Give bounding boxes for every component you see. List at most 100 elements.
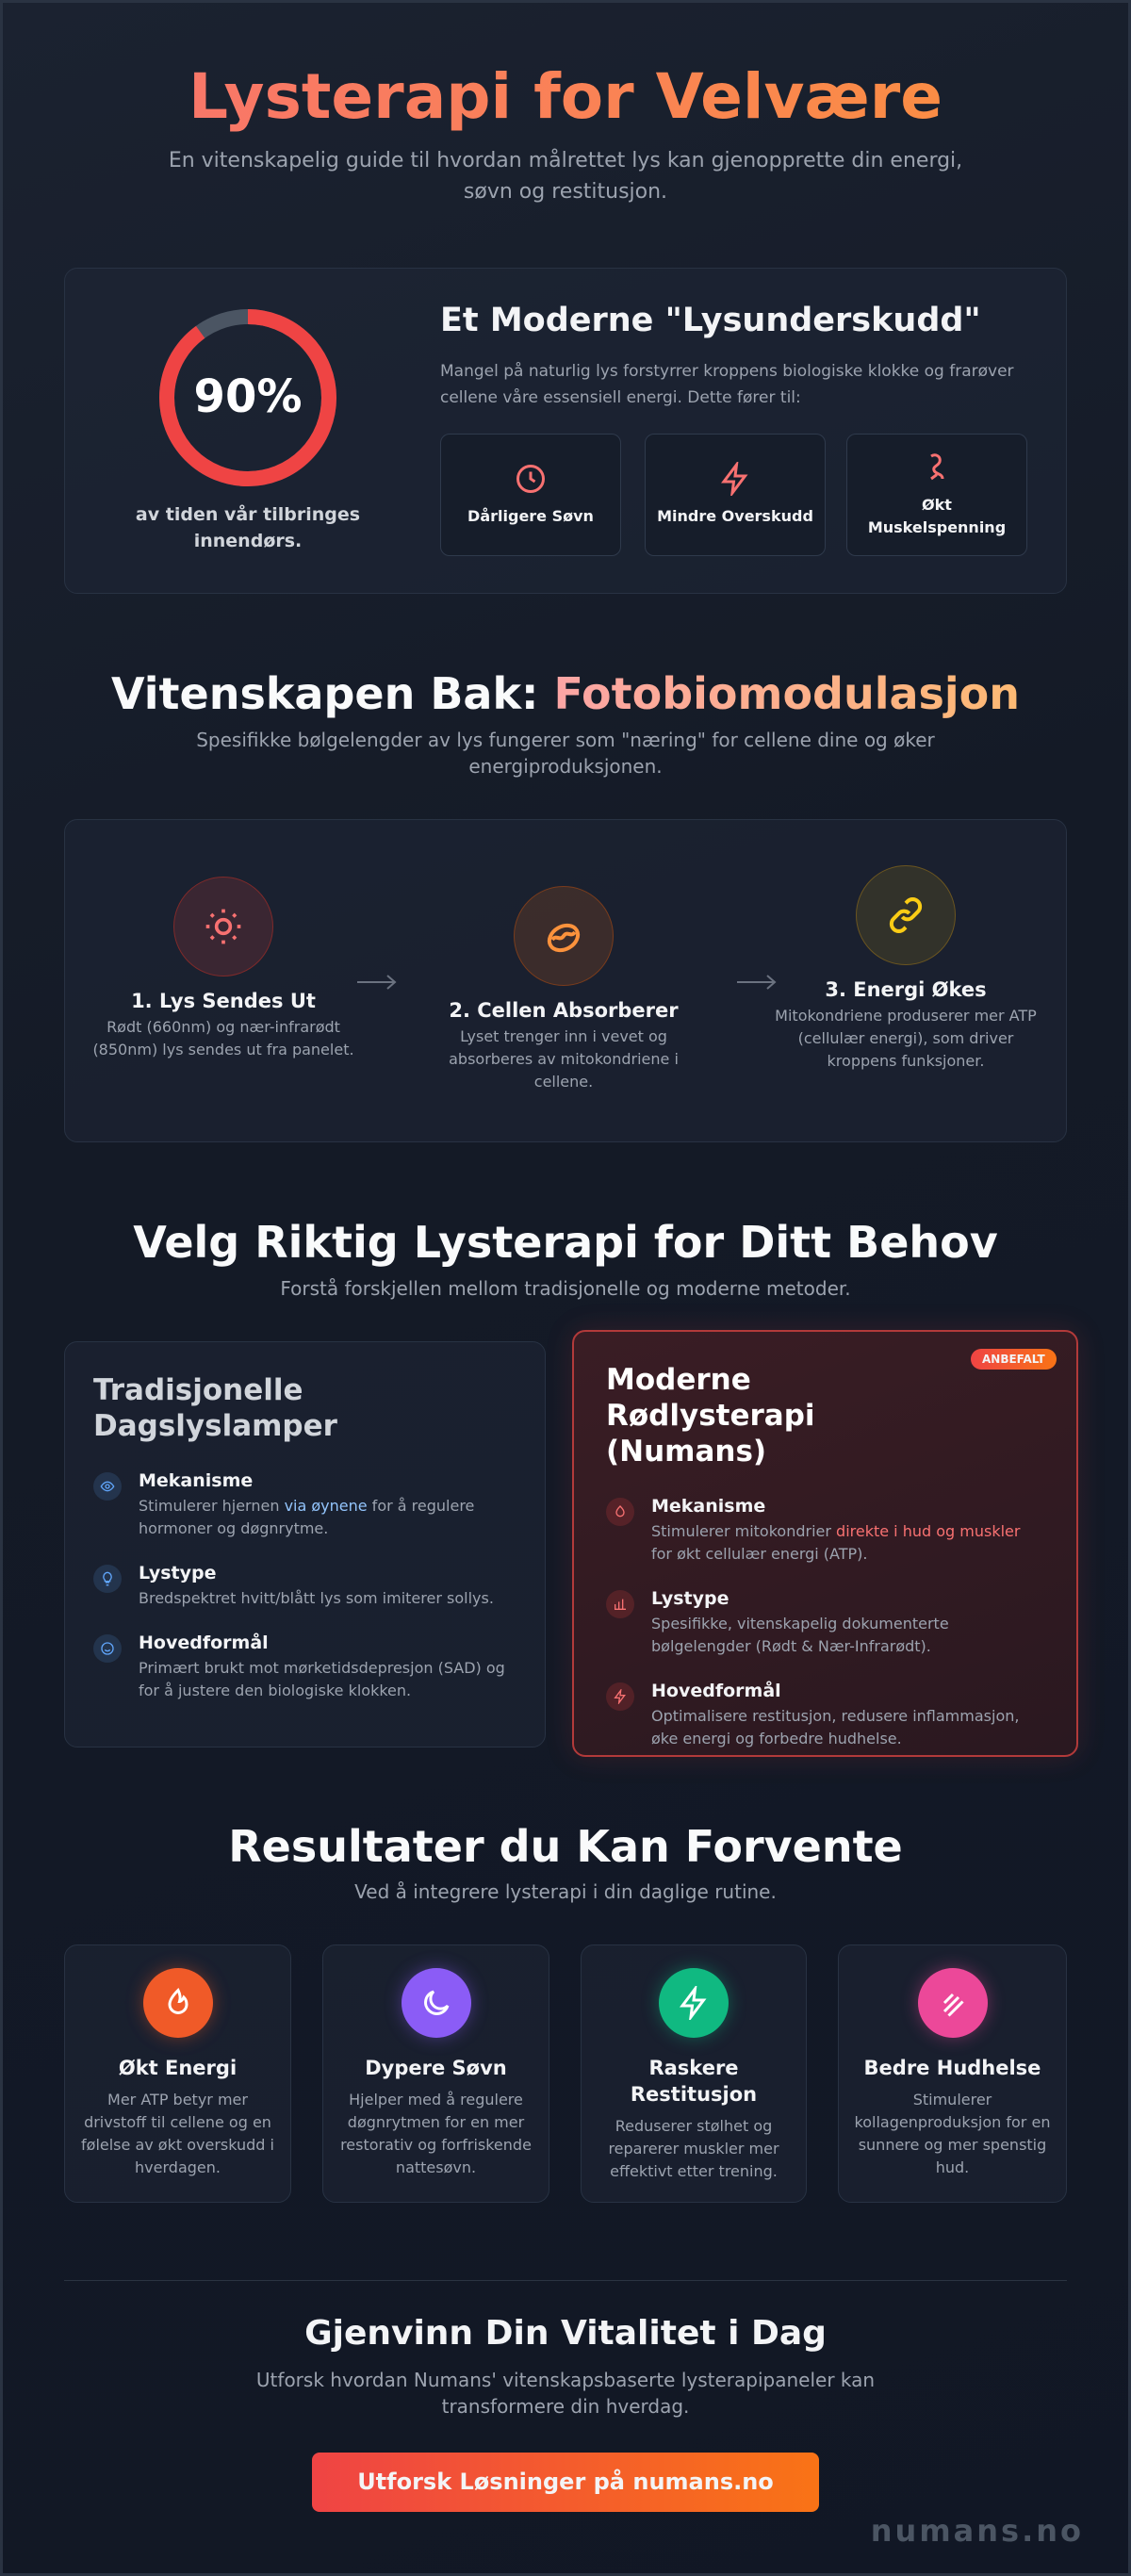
step: 3. Energi Økes Mitokondriene produserer m… bbox=[750, 865, 1061, 1073]
step-icon bbox=[173, 877, 273, 976]
comparison-card: Tradisjonelle Dagslyslamper Mekanisme Stim… bbox=[64, 1341, 546, 1747]
brand: numans.no bbox=[870, 2513, 1084, 2549]
icon bbox=[167, 1987, 188, 2014]
feature-text: Primært brukt mot mørketidsdepresjon (SA… bbox=[139, 1657, 516, 1702]
card-title: Tradisjonelle Dagslyslamper bbox=[93, 1373, 337, 1443]
result-icon bbox=[917, 1968, 988, 2038]
icon bbox=[900, 897, 923, 922]
icon bbox=[423, 1990, 449, 2015]
feature-label: Mekanisme bbox=[139, 1470, 254, 1491]
result-title: Dypere Søvn bbox=[365, 2057, 507, 2079]
icon bbox=[615, 1505, 625, 1518]
icon bbox=[516, 465, 545, 493]
feature-text: Optimalisere restitusjon, redusere infla… bbox=[651, 1705, 1044, 1750]
feature-label: Hovedformål bbox=[651, 1681, 781, 1701]
feature: Hovedformål Optimalisere restitusjon, red… bbox=[606, 1681, 1044, 1750]
result-text: Stimulerer kollagenproduksjon for en sun… bbox=[854, 2091, 1051, 2176]
feature-text: Bredspektret hvitt/blått lys som imitere… bbox=[139, 1587, 494, 1610]
effect-label: Mindre Overskudd bbox=[657, 507, 813, 525]
feature-icon bbox=[606, 1590, 634, 1618]
divider bbox=[64, 2280, 1067, 2281]
text-part: Stimulerer hjernen bbox=[139, 1497, 285, 1515]
deficit-title: Et Moderne "Lysunderskudd" bbox=[440, 302, 981, 339]
cta-title: Gjenvinn Din Vitalitet i Dag bbox=[304, 2314, 827, 2353]
bolt-icon bbox=[721, 462, 748, 496]
icon bbox=[105, 1484, 110, 1489]
text-part: Spesifikke, vitenskapelig dokumenterte b… bbox=[651, 1615, 949, 1655]
feature: Hovedformål Primært brukt mot mørketidsde… bbox=[93, 1633, 516, 1702]
feature: Lystype Bredspektret hvitt/blått lys som … bbox=[93, 1563, 516, 1610]
text-part: Stimulerer mitokondrier bbox=[651, 1522, 837, 1540]
feature-body: Hovedformål Primært brukt mot mørketidsde… bbox=[139, 1633, 516, 1702]
feature-body: Mekanisme Stimulerer hjernen via øynene f… bbox=[139, 1470, 516, 1540]
feature-icon bbox=[93, 1565, 122, 1593]
step-title: 2. Cellen Absorberer bbox=[449, 999, 679, 1022]
feature-text: Stimulerer hjernen via øynene for å regu… bbox=[139, 1495, 516, 1540]
feature: Mekanisme Stimulerer mitokondrier direkte… bbox=[606, 1496, 1044, 1566]
icon bbox=[942, 1993, 964, 2017]
icon bbox=[550, 930, 577, 942]
feature-body: Mekanisme Stimulerer mitokondrier direkte… bbox=[651, 1496, 1044, 1566]
step-icon bbox=[856, 865, 956, 965]
result-text: Mer ATP betyr mer drivstoff til cellene … bbox=[81, 2091, 274, 2176]
stat-label: 90% bbox=[194, 370, 303, 423]
icon bbox=[214, 917, 233, 936]
step-icon bbox=[514, 886, 614, 986]
comparison-card-recommended: Moderne Rødlysterapi (Numans) Mekanisme St… bbox=[572, 1330, 1078, 1757]
icon bbox=[101, 1642, 114, 1655]
icon bbox=[614, 1689, 626, 1704]
feature-text: Spesifikke, vitenskapelig dokumenterte b… bbox=[651, 1613, 1044, 1658]
card-title: Moderne Rødlysterapi (Numans) bbox=[606, 1363, 815, 1468]
icon bbox=[529, 471, 536, 484]
feature: Lystype Spesifikke, vitenskapelig dokumen… bbox=[606, 1588, 1044, 1658]
results-title: Resultater du Kan Forvente bbox=[228, 1821, 903, 1872]
step-text: Rødt (660nm) og nær-infrarødt (850nm) ly… bbox=[92, 1018, 354, 1058]
arrow bbox=[737, 975, 777, 990]
icon bbox=[167, 1987, 188, 2014]
effect-label: Økt Muskelspenning bbox=[867, 496, 1007, 536]
title-highlight: Fotobiomodulasjon bbox=[553, 668, 1021, 719]
result-title: Raskere Restitusjon bbox=[630, 2057, 758, 2106]
result-icon bbox=[401, 1968, 471, 2038]
icon bbox=[100, 1481, 115, 1492]
effect-box: Mindre Overskudd bbox=[645, 434, 826, 556]
clock-icon bbox=[516, 465, 545, 493]
ring-arc bbox=[159, 309, 336, 486]
icon bbox=[357, 975, 397, 990]
comparison-subtitle: Forstå forskjellen mellom tradisjonelle … bbox=[280, 1277, 851, 1300]
feature-icon bbox=[93, 1634, 122, 1663]
icon bbox=[615, 1599, 626, 1610]
result-card: Økt Energi Mer ATP betyr mer drivstoff ti… bbox=[64, 1944, 291, 2203]
icon bbox=[680, 1986, 707, 2020]
deficit-text: Mangel på naturlig lys forstyrrer kroppe… bbox=[440, 362, 1014, 407]
icon bbox=[423, 1990, 449, 2015]
effect-box: Økt Muskelspenning bbox=[846, 434, 1027, 556]
step-text: Mitokondriene produserer mer ATP (cellul… bbox=[775, 1007, 1037, 1070]
step-title: 1. Lys Sendes Ut bbox=[131, 990, 316, 1012]
results-subtitle: Ved å integrere lysterapi i din daglige … bbox=[354, 1880, 777, 1903]
feature-text: Stimulerer mitokondrier direkte i hud og… bbox=[651, 1520, 1044, 1566]
result-card: Dypere Søvn Hjelper med å regulere døgnry… bbox=[322, 1944, 549, 2203]
cta-button[interactable]: Utforsk Løsninger på numans.no bbox=[312, 2453, 819, 2512]
text-part: Bredspektret hvitt/blått lys som imitere… bbox=[139, 1589, 494, 1607]
feature-icon bbox=[606, 1682, 634, 1711]
stat-caption: av tiden vår tilbringes innendørs. bbox=[135, 504, 361, 551]
text-part: for økt cellulær energi (ATP). bbox=[651, 1545, 868, 1563]
step: 1. Lys Sendes Ut Rødt (660nm) og nær-infr… bbox=[68, 877, 379, 1061]
text-part: Optimalisere restitusjon, redusere infla… bbox=[651, 1707, 1020, 1747]
effect-label: Dårligere Søvn bbox=[467, 507, 594, 525]
feature: Mekanisme Stimulerer hjernen via øynene f… bbox=[93, 1470, 516, 1540]
icon bbox=[100, 1481, 115, 1492]
icon bbox=[615, 1505, 625, 1518]
title-part: Vitenskapen Bak: bbox=[110, 668, 554, 719]
icon bbox=[101, 1642, 114, 1655]
icon bbox=[680, 1986, 707, 2020]
effect-box: Dårligere Søvn bbox=[440, 434, 621, 556]
feature-icon bbox=[93, 1472, 122, 1501]
science-title: Vitenskapen Bak: Fotobiomodulasjon bbox=[0, 664, 1131, 724]
feature-body: Lystype Spesifikke, vitenskapelig dokumen… bbox=[651, 1588, 1044, 1658]
muscle-icon bbox=[930, 453, 944, 481]
